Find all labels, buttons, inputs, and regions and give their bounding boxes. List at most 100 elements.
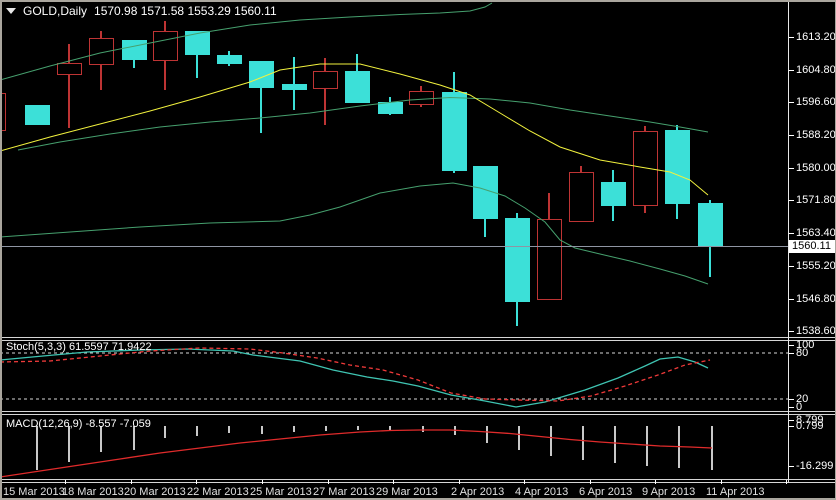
price-axis-label: 1604.80 — [796, 64, 836, 76]
yellow-ma — [0, 63, 709, 196]
time-tick — [459, 480, 460, 484]
price-axis-label: 1538.60 — [796, 325, 836, 337]
macd-histogram-bar — [325, 426, 327, 431]
current-price-tag: 1560.11 — [789, 240, 835, 253]
time-axis[interactable]: 15 Mar 2013 18 Mar 2013 20 Mar 2013 22 Mar … — [0, 480, 836, 498]
price-axis[interactable]: 1613.20 1604.80 1596.60 1588.20 1580.00 1571.… — [789, 0, 836, 483]
axis-tick — [789, 345, 794, 346]
price-axis-label: 1555.20 — [796, 260, 836, 272]
date-label: 6 Apr 2013 — [579, 486, 633, 498]
panel-separator[interactable] — [0, 337, 836, 341]
stoch-label: Stoch(5,3,3) 61.5597 71.9422 — [6, 341, 152, 353]
macd-histogram-bar — [228, 426, 230, 433]
axis-tick — [789, 420, 794, 421]
macd-histogram-bar — [582, 426, 584, 460]
symbol-dropdown-icon[interactable] — [6, 8, 16, 14]
window-border-bottom — [0, 498, 836, 500]
axis-vertical-divider — [788, 2, 789, 483]
candle-bullish — [153, 31, 178, 61]
candle-bearish — [601, 182, 626, 206]
candle-bullish — [313, 71, 338, 89]
time-tick — [786, 480, 787, 484]
axis-tick — [789, 233, 794, 234]
candle-bearish — [698, 203, 723, 247]
candle-bullish — [633, 131, 658, 206]
stoch-axis-label: 100 — [796, 339, 815, 351]
time-tick — [524, 480, 525, 484]
axis-tick — [789, 331, 794, 332]
panel-separator[interactable] — [0, 411, 836, 415]
stoch-axis-label: 80 — [796, 347, 809, 359]
axis-tick — [789, 200, 794, 201]
axis-tick — [789, 466, 794, 467]
date-label: 9 Apr 2013 — [642, 486, 696, 498]
candle-wick — [324, 58, 326, 125]
macd-histogram-bar — [293, 426, 295, 432]
candle-bullish — [537, 219, 562, 300]
date-label: 20 Mar 2013 — [124, 486, 186, 498]
macd-axis-label: 8.799 — [796, 414, 824, 426]
time-tick — [65, 480, 66, 484]
time-tick — [328, 480, 329, 484]
macd-signal-line — [0, 429, 713, 478]
axis-tick — [789, 407, 794, 408]
macd-histogram-bar — [164, 426, 166, 438]
date-label: 4 Apr 2013 — [515, 486, 569, 498]
macd-histogram-bar — [261, 426, 263, 434]
price-axis-label: 1546.80 — [796, 293, 836, 305]
candle-bearish — [282, 84, 307, 90]
candle-bullish — [569, 172, 594, 222]
middle-band-green — [17, 96, 709, 151]
time-tick — [655, 480, 656, 484]
current-price-line — [0, 246, 788, 247]
macd-histogram-bar — [389, 426, 391, 430]
axis-tick — [789, 426, 794, 427]
date-label: 29 Mar 2013 — [376, 486, 438, 498]
price-axis-label: 1588.20 — [796, 129, 836, 141]
axis-tick — [789, 135, 794, 136]
price-axis-label: 1563.40 — [796, 227, 836, 239]
macd-histogram-bar — [36, 426, 38, 470]
macd-histogram-bar — [486, 426, 488, 443]
macd-histogram-bar — [196, 426, 198, 436]
macd-histogram-bar — [614, 426, 616, 463]
lower-band-green — [0, 182, 709, 285]
time-tick — [131, 480, 132, 484]
stoch-axis-label: 0 — [796, 401, 803, 413]
window-border-left — [0, 0, 2, 500]
axis-tick — [789, 299, 794, 300]
time-tick — [721, 480, 722, 484]
candle-bearish — [665, 130, 690, 204]
date-label: 2 Apr 2013 — [451, 486, 505, 498]
candle-bearish — [25, 105, 50, 125]
macd-axis-label: 0.799 — [796, 420, 824, 432]
axis-tick — [789, 70, 794, 71]
price-axis-label: 1613.20 — [796, 31, 836, 43]
axis-tick — [789, 168, 794, 169]
date-label: 22 Mar 2013 — [187, 486, 249, 498]
candle-wick — [68, 44, 70, 128]
candle-bearish — [442, 92, 467, 171]
candle-bearish — [345, 71, 370, 103]
date-label: 18 Mar 2013 — [62, 486, 124, 498]
macd-histogram-bar — [357, 426, 359, 430]
candle-bearish — [505, 218, 530, 302]
stoch-axis-label: 20 — [796, 393, 809, 405]
macd-histogram-bar — [68, 426, 70, 462]
candle-bearish — [378, 102, 403, 114]
axis-tick — [789, 102, 794, 103]
symbol-name: GOLD,Daily — [23, 4, 88, 18]
date-label: 25 Mar 2013 — [250, 486, 312, 498]
candle-bullish — [409, 91, 434, 105]
price-axis-label: 1596.60 — [796, 96, 836, 108]
candle-bullish — [57, 63, 82, 75]
candle-bullish — [0, 93, 6, 131]
date-label: 15 Mar 2013 — [3, 486, 65, 498]
panel-separator — [0, 479, 836, 483]
macd-histogram-bar — [133, 426, 135, 450]
time-tick — [262, 480, 263, 484]
time-tick — [393, 480, 394, 484]
date-label: 11 Apr 2013 — [706, 486, 765, 498]
